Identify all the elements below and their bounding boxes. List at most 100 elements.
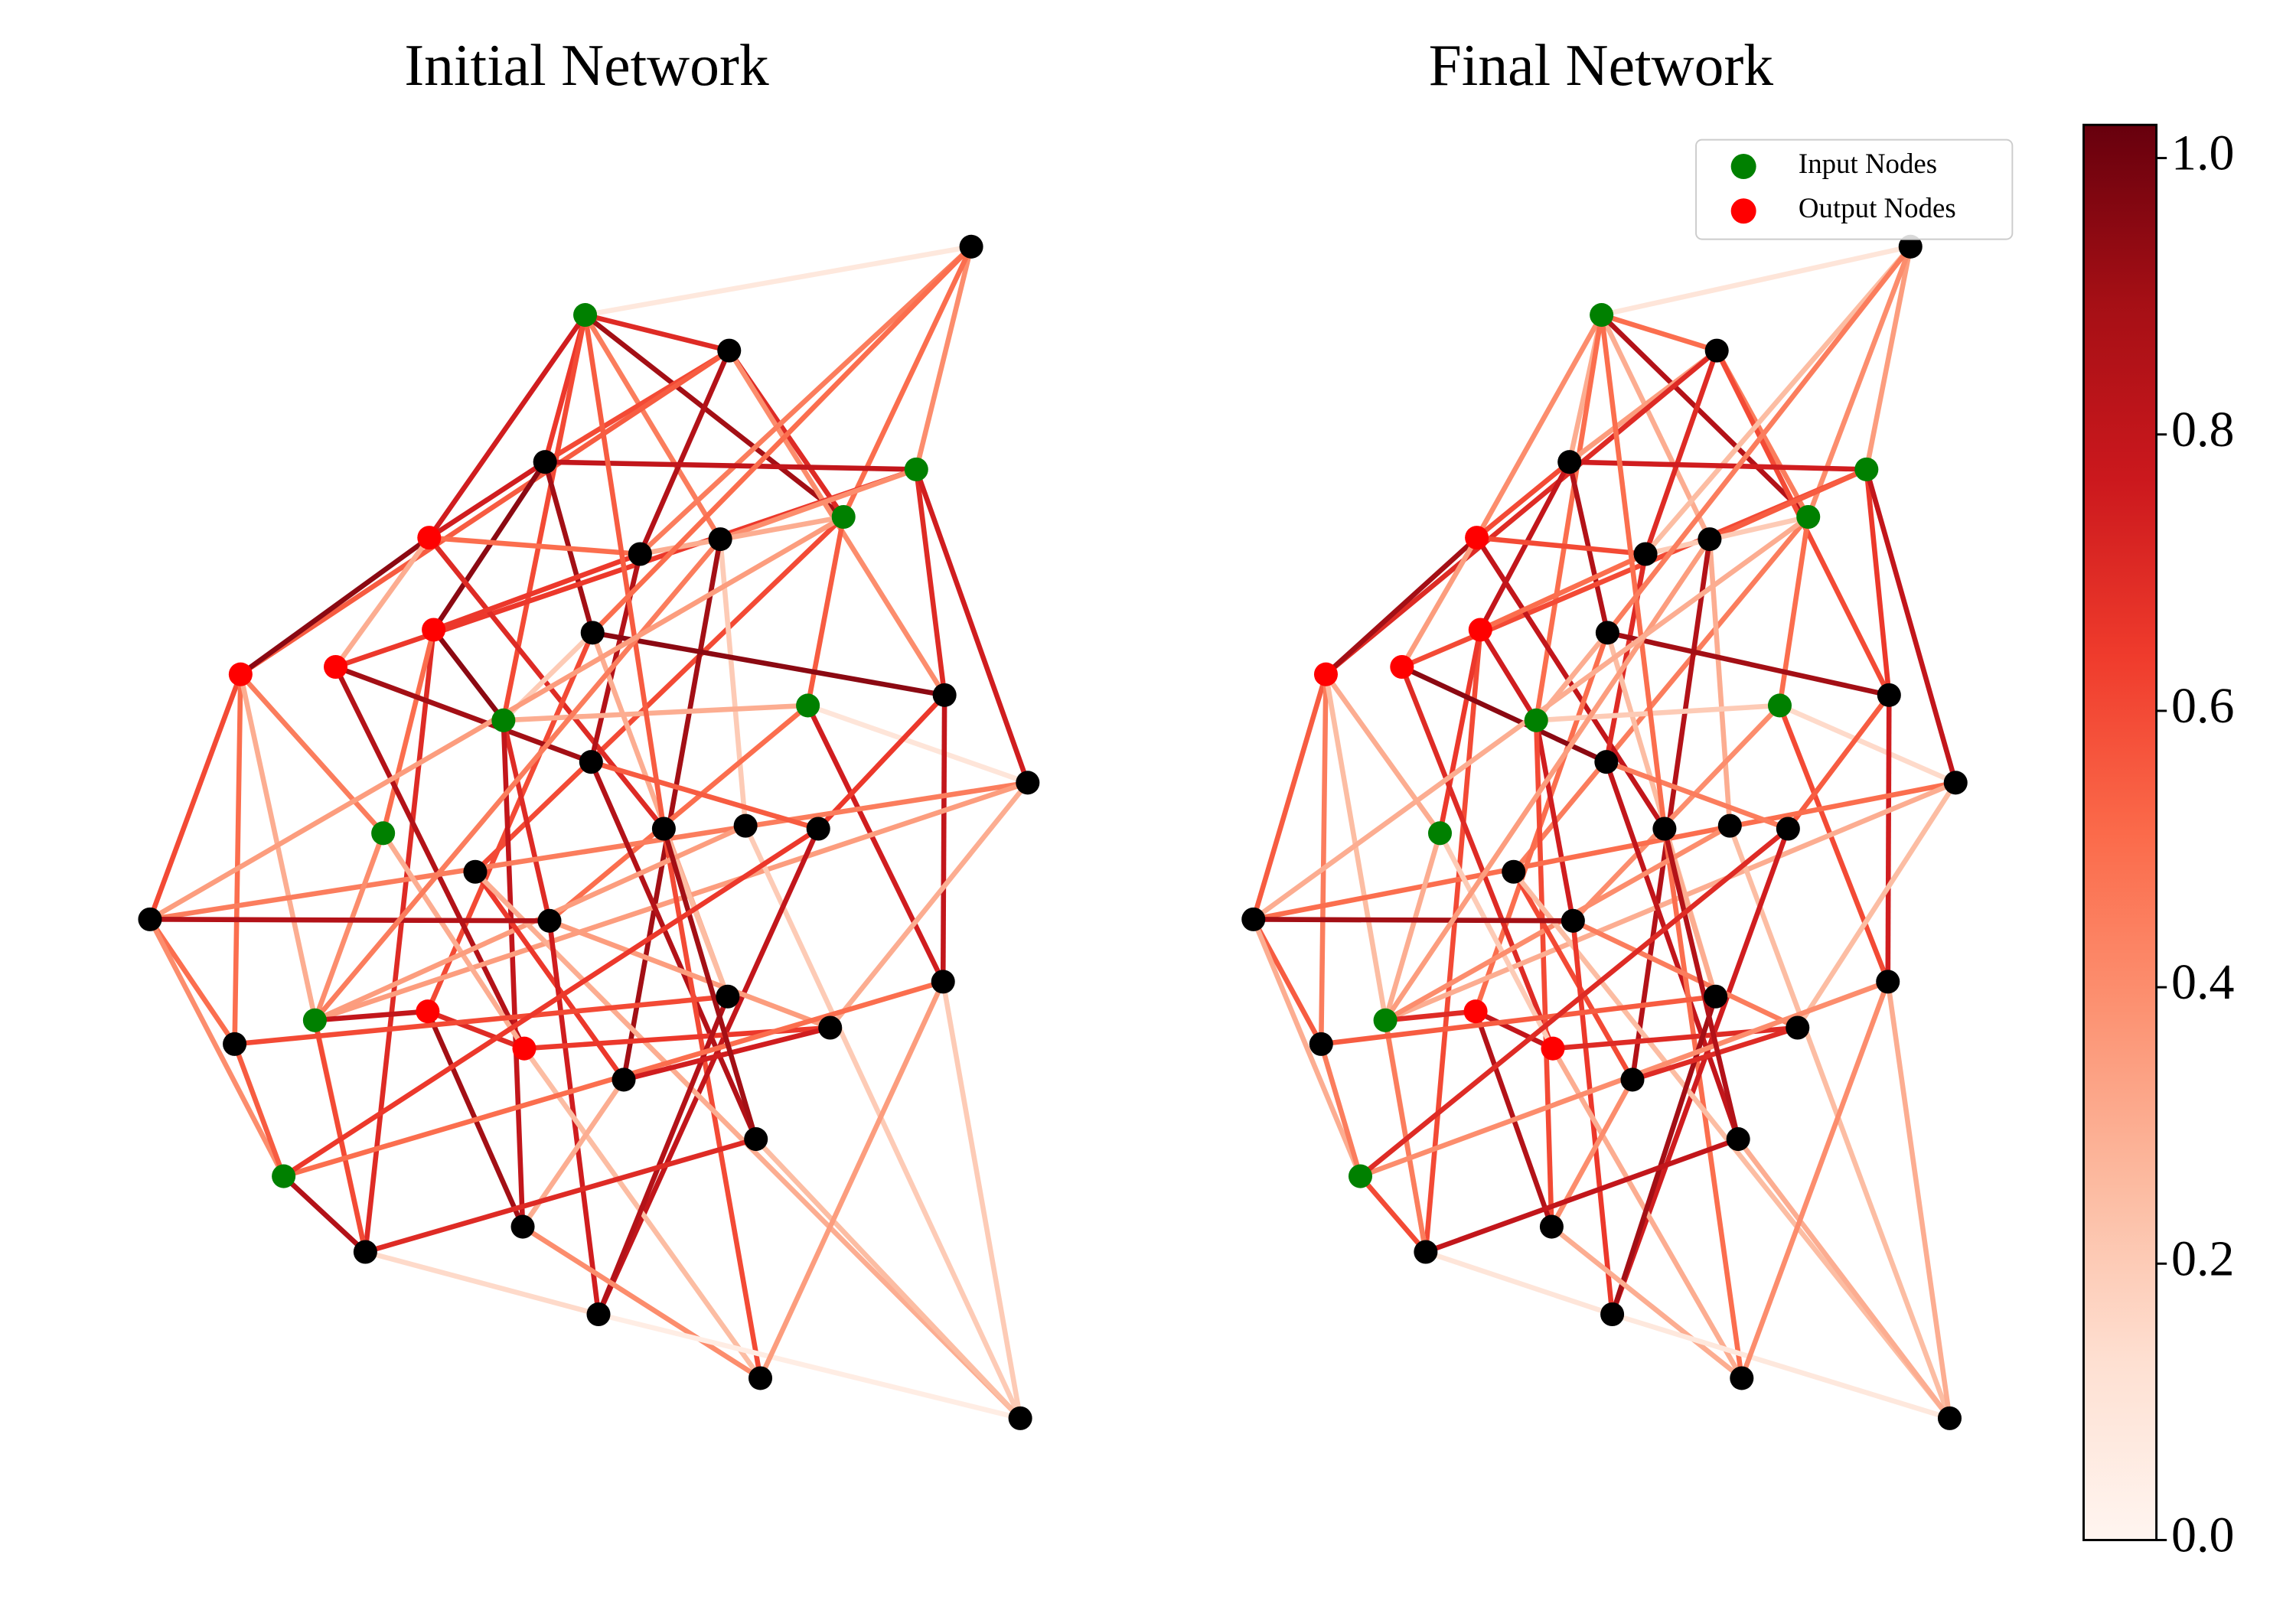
node — [228, 662, 253, 686]
edge — [547, 703, 810, 923]
edge — [1600, 312, 1718, 354]
edge — [1599, 315, 1668, 830]
node — [651, 817, 676, 841]
node — [1468, 618, 1492, 642]
edge — [1319, 1043, 1363, 1178]
edge — [758, 980, 946, 1380]
node — [1241, 907, 1266, 931]
node — [959, 234, 983, 259]
edge — [380, 629, 436, 834]
node — [1390, 654, 1414, 679]
node — [733, 813, 758, 838]
edge — [239, 535, 431, 676]
node — [416, 999, 440, 1024]
node — [371, 821, 396, 846]
edge — [1642, 350, 1720, 556]
node — [1465, 526, 1489, 550]
edge — [1424, 1249, 1613, 1317]
node — [1561, 908, 1585, 933]
edge — [312, 1019, 368, 1253]
edge — [431, 460, 547, 631]
edge — [1318, 674, 1329, 1045]
edge — [1864, 469, 1892, 696]
node — [818, 1015, 843, 1040]
node — [1796, 504, 1821, 530]
edge — [1739, 980, 1890, 1380]
node — [580, 621, 605, 645]
node — [417, 526, 442, 550]
edge — [1437, 832, 1555, 1050]
edge — [805, 704, 946, 983]
node — [1594, 750, 1619, 774]
edge — [914, 468, 947, 696]
edge — [232, 1043, 286, 1178]
edge — [621, 539, 723, 1081]
edge — [1383, 537, 1712, 1022]
edge — [661, 828, 758, 1140]
node — [533, 450, 557, 474]
edge — [1476, 535, 1646, 557]
node — [573, 303, 598, 328]
edge — [363, 629, 436, 1253]
edge — [234, 993, 729, 1047]
edge — [149, 917, 550, 924]
edge — [432, 551, 641, 633]
edge — [743, 824, 1023, 1420]
edge — [940, 981, 1023, 1419]
colorbar: 0.0 0.2 0.4 0.6 0.8 1.0 — [2082, 123, 2234, 1563]
node — [353, 1240, 377, 1264]
edge — [828, 781, 1030, 1030]
node — [1786, 1015, 1810, 1040]
edge-layer — [147, 244, 1030, 1421]
node — [931, 970, 955, 994]
edge — [583, 312, 846, 520]
node — [1414, 1240, 1438, 1264]
edge — [148, 918, 286, 1178]
edge — [364, 1249, 599, 1317]
edge — [1805, 246, 1913, 518]
edge — [1512, 515, 1811, 874]
edge — [1423, 629, 1483, 1253]
edge — [232, 674, 243, 1045]
node — [1876, 970, 1900, 994]
edge — [1727, 824, 1952, 1420]
colorbar-gradient — [2082, 123, 2158, 1541]
node — [904, 457, 928, 481]
edge — [1253, 917, 1574, 924]
edge — [1631, 1025, 1799, 1083]
colorbar-tick-label: 0.8 — [2171, 402, 2234, 458]
legend: Input Nodes Output Nodes — [1695, 139, 2014, 240]
edge — [1864, 468, 1958, 784]
node — [491, 708, 516, 732]
node — [463, 859, 488, 884]
edge — [1611, 1312, 1951, 1421]
node — [1633, 542, 1658, 566]
node — [1620, 1068, 1645, 1092]
edge — [584, 244, 972, 318]
node — [1373, 1008, 1397, 1032]
edge — [1533, 315, 1604, 721]
legend-label: Output Nodes — [1799, 192, 1956, 223]
node — [512, 1036, 536, 1061]
edge — [623, 1025, 831, 1083]
edge — [548, 918, 831, 1031]
edge — [596, 827, 821, 1315]
legend-marker — [1730, 198, 1756, 224]
colorbar-tick-label: 0.6 — [2171, 678, 2234, 734]
node — [1937, 1406, 1962, 1430]
edge — [584, 312, 730, 354]
edge — [590, 245, 974, 635]
node — [223, 1032, 247, 1056]
colorbar-tick-label: 0.2 — [2171, 1231, 2234, 1286]
edge — [429, 535, 641, 557]
node — [744, 1127, 768, 1152]
edge — [1533, 720, 1554, 1227]
edge — [312, 832, 386, 1022]
node — [1524, 708, 1548, 732]
edge — [1885, 981, 1952, 1419]
edge — [1885, 695, 1892, 982]
edge — [1382, 832, 1443, 1022]
edge — [1478, 461, 1572, 631]
node — [806, 817, 830, 841]
colorbar-tick-label: 1.0 — [2171, 125, 2234, 181]
